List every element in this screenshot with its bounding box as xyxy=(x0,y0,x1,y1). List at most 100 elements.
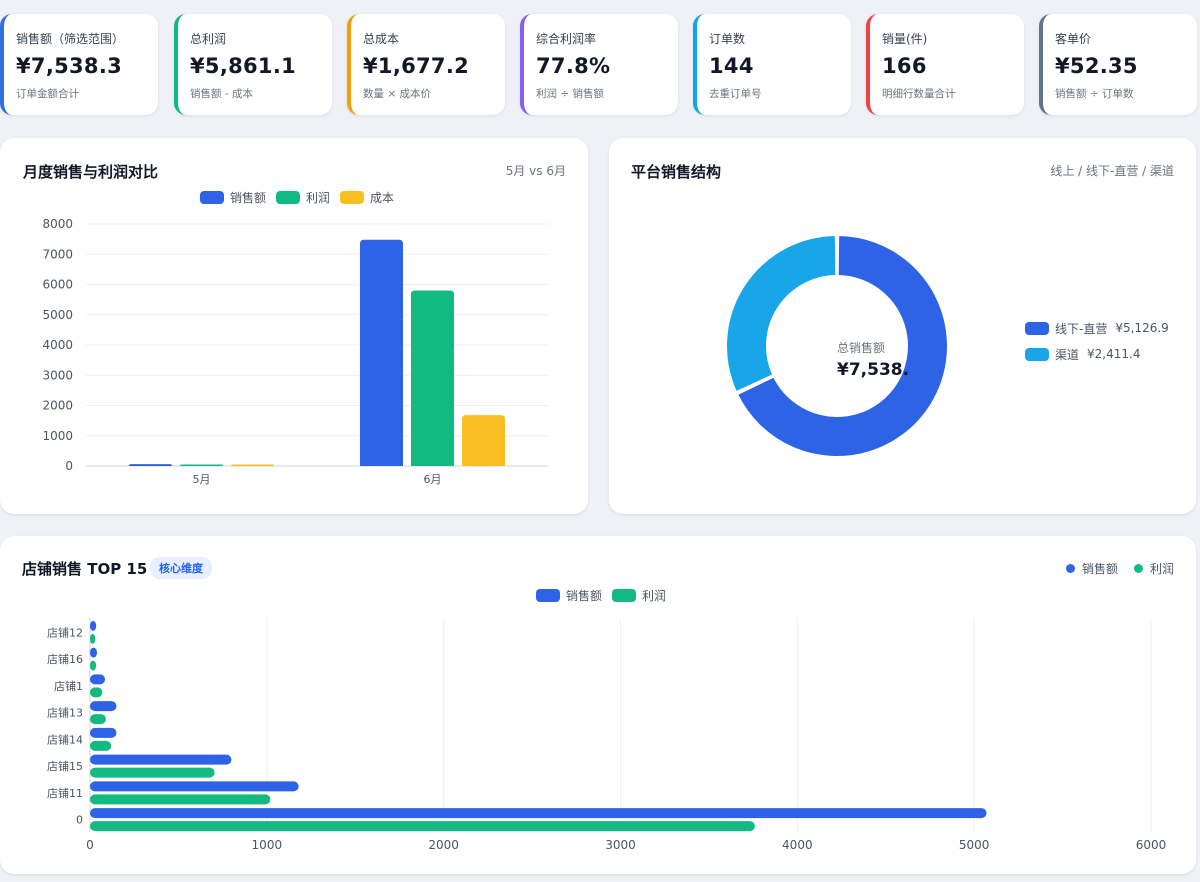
monthly-chart-card: 月度销售与利润对比 5月 vs 6月 销售额 利润 成本 0 1000 2000 30… xyxy=(0,138,588,514)
y-tick-label: 2000 xyxy=(42,399,73,413)
legend-item-sales[interactable]: 销售额 xyxy=(200,189,266,206)
legend-item-profit[interactable]: 利润 xyxy=(276,189,330,206)
kpi-card[interactable]: 客单价 ¥52.35 销售额 ÷ 订单数 xyxy=(1039,14,1197,115)
kpi-value: 77.8% xyxy=(536,54,611,78)
stores-chart-title: 店铺销售 TOP 15 xyxy=(22,560,148,578)
hbar-利润-店铺12 xyxy=(90,633,96,644)
donut-slice-渠道 xyxy=(725,234,838,394)
kpi-label: 销售额（筛选范围） xyxy=(16,32,125,46)
legend-label: 线下-直营 xyxy=(1055,321,1108,336)
kpi-label: 总利润 xyxy=(190,32,227,46)
legend-item-sales[interactable]: 销售额 xyxy=(536,587,602,604)
kpi-subtitle: 销售额 - 成本 xyxy=(190,88,253,100)
legend-value: ¥2,411.4 xyxy=(1087,347,1141,361)
x-tick-label: 3000 xyxy=(605,838,636,852)
legend-dot xyxy=(1065,564,1075,573)
y-tick-label: 0 xyxy=(76,814,83,827)
legend-value: ¥5,126.9 xyxy=(1115,321,1169,335)
legend-swatch xyxy=(1025,321,1049,335)
kpi-label: 综合利润率 xyxy=(536,32,597,46)
kpi-card[interactable]: 总利润 ¥5,861.1 销售额 - 成本 xyxy=(174,14,332,115)
top-legend-sales[interactable]: 销售额 xyxy=(1065,560,1118,577)
kpi-subtitle: 订单金额合计 xyxy=(16,88,79,100)
kpi-value: 144 xyxy=(709,54,754,78)
legend-item-cost[interactable]: 成本 xyxy=(340,189,394,206)
y-tick-label: 6000 xyxy=(42,278,73,292)
x-tick-label: 6月 xyxy=(424,473,442,486)
hbar-利润-店铺16 xyxy=(90,660,97,671)
platform-legend-item-offline[interactable]: 线下-直营 ¥5,126.9 xyxy=(1025,319,1169,337)
top-legend-profit[interactable]: 利润 xyxy=(1133,560,1174,577)
donut-slice-线下-直营 xyxy=(736,234,949,458)
platform-legend: 线下-直营 ¥5,126.9 渠道 ¥2,411.4 xyxy=(1025,319,1169,363)
y-tick-label: 7000 xyxy=(42,247,73,261)
hbar-利润-0 xyxy=(90,821,755,832)
legend-item-profit[interactable]: 利润 xyxy=(612,587,666,604)
kpi-label: 客单价 xyxy=(1055,32,1092,46)
y-tick-label: 店铺11 xyxy=(47,786,83,800)
stores-top-legend: 销售额 利润 xyxy=(1065,560,1174,577)
donut-center-label: 总销售额 xyxy=(837,341,886,355)
legend-dot xyxy=(1133,564,1143,573)
kpi-card[interactable]: 总成本 ¥1,677.2 数量 × 成本价 xyxy=(347,14,505,115)
kpi-card[interactable]: 销量(件) 166 明细行数量合计 xyxy=(866,14,1024,115)
hbar-利润-店铺11 xyxy=(90,794,271,805)
hbar-利润-店铺13 xyxy=(90,714,106,725)
kpi-subtitle: 利润 ÷ 销售额 xyxy=(536,88,604,100)
y-tick-label: 1000 xyxy=(42,429,73,443)
platform-legend-item-channel[interactable]: 渠道 ¥2,411.4 xyxy=(1025,345,1169,363)
legend-swatch xyxy=(1025,347,1049,361)
y-tick-label: 店铺15 xyxy=(47,759,83,773)
y-tick-label: 店铺14 xyxy=(47,732,83,746)
hbar-利润-店铺15 xyxy=(90,767,215,778)
hbar-销售额-店铺11 xyxy=(90,781,299,792)
y-tick-label: 3000 xyxy=(42,368,73,382)
platform-donut-chart xyxy=(725,234,949,458)
bar-利润-5月 xyxy=(180,464,223,466)
y-tick-label: 店铺13 xyxy=(47,706,83,720)
hbar-利润-店铺14 xyxy=(90,740,112,751)
x-tick-label: 1000 xyxy=(252,838,283,852)
bar-利润-6月 xyxy=(411,290,454,466)
kpi-value: ¥7,538.3 xyxy=(16,54,123,78)
y-tick-label: 5000 xyxy=(42,308,73,322)
kpi-value: ¥5,861.1 xyxy=(190,54,297,78)
y-tick-label: 0 xyxy=(65,459,73,473)
kpi-value: ¥52.35 xyxy=(1055,54,1138,78)
legend-label: 销售额 xyxy=(566,589,603,603)
legend-label: 成本 xyxy=(370,191,395,205)
core-dimension-badge: 核心维度 xyxy=(150,557,212,579)
donut-center-value: ¥7,538.3 xyxy=(837,360,908,380)
kpi-subtitle: 去重订单号 xyxy=(709,88,762,100)
stores-chart-legend: 销售额 利润 xyxy=(536,587,676,604)
hbar-销售额-0 xyxy=(90,808,987,819)
monthly-chart-hint: 5月 vs 6月 xyxy=(505,164,566,178)
x-tick-label: 0 xyxy=(86,838,94,852)
monthly-chart-legend: 销售额 利润 成本 xyxy=(200,189,404,206)
monthly-chart-title: 月度销售与利润对比 xyxy=(23,163,159,181)
kpi-subtitle: 数量 × 成本价 xyxy=(363,88,431,100)
kpi-value: ¥1,677.2 xyxy=(363,54,470,78)
bar-销售额-5月 xyxy=(129,464,172,466)
hbar-销售额-店铺12 xyxy=(90,620,97,631)
y-tick-label: 4000 xyxy=(42,338,73,352)
x-tick-label: 4000 xyxy=(782,838,813,852)
x-tick-label: 5月 xyxy=(193,473,211,486)
kpi-label: 订单数 xyxy=(709,32,746,46)
x-tick-label: 5000 xyxy=(959,838,990,852)
platform-chart-hint: 线上 / 线下-直营 / 渠道 xyxy=(1050,164,1174,178)
kpi-value: 166 xyxy=(882,54,927,78)
legend-label: 利润 xyxy=(1149,562,1174,576)
kpi-card[interactable]: 综合利润率 77.8% 利润 ÷ 销售额 xyxy=(520,14,678,115)
legend-label: 利润 xyxy=(306,191,331,205)
x-tick-label: 2000 xyxy=(428,838,459,852)
kpi-card[interactable]: 销售额（筛选范围） ¥7,538.3 订单金额合计 xyxy=(0,14,158,115)
hbar-销售额-店铺14 xyxy=(90,727,117,738)
kpi-subtitle: 销售额 ÷ 订单数 xyxy=(1055,88,1134,100)
bar-销售额-6月 xyxy=(360,239,403,466)
x-tick-label: 6000 xyxy=(1136,838,1167,852)
platform-chart-card: 平台销售结构 线上 / 线下-直营 / 渠道 总销售额 ¥7,538.3 线下-… xyxy=(609,138,1196,514)
bar-成本-5月 xyxy=(231,464,274,466)
legend-swatch xyxy=(612,589,637,602)
kpi-card[interactable]: 订单数 144 去重订单号 xyxy=(693,14,851,115)
